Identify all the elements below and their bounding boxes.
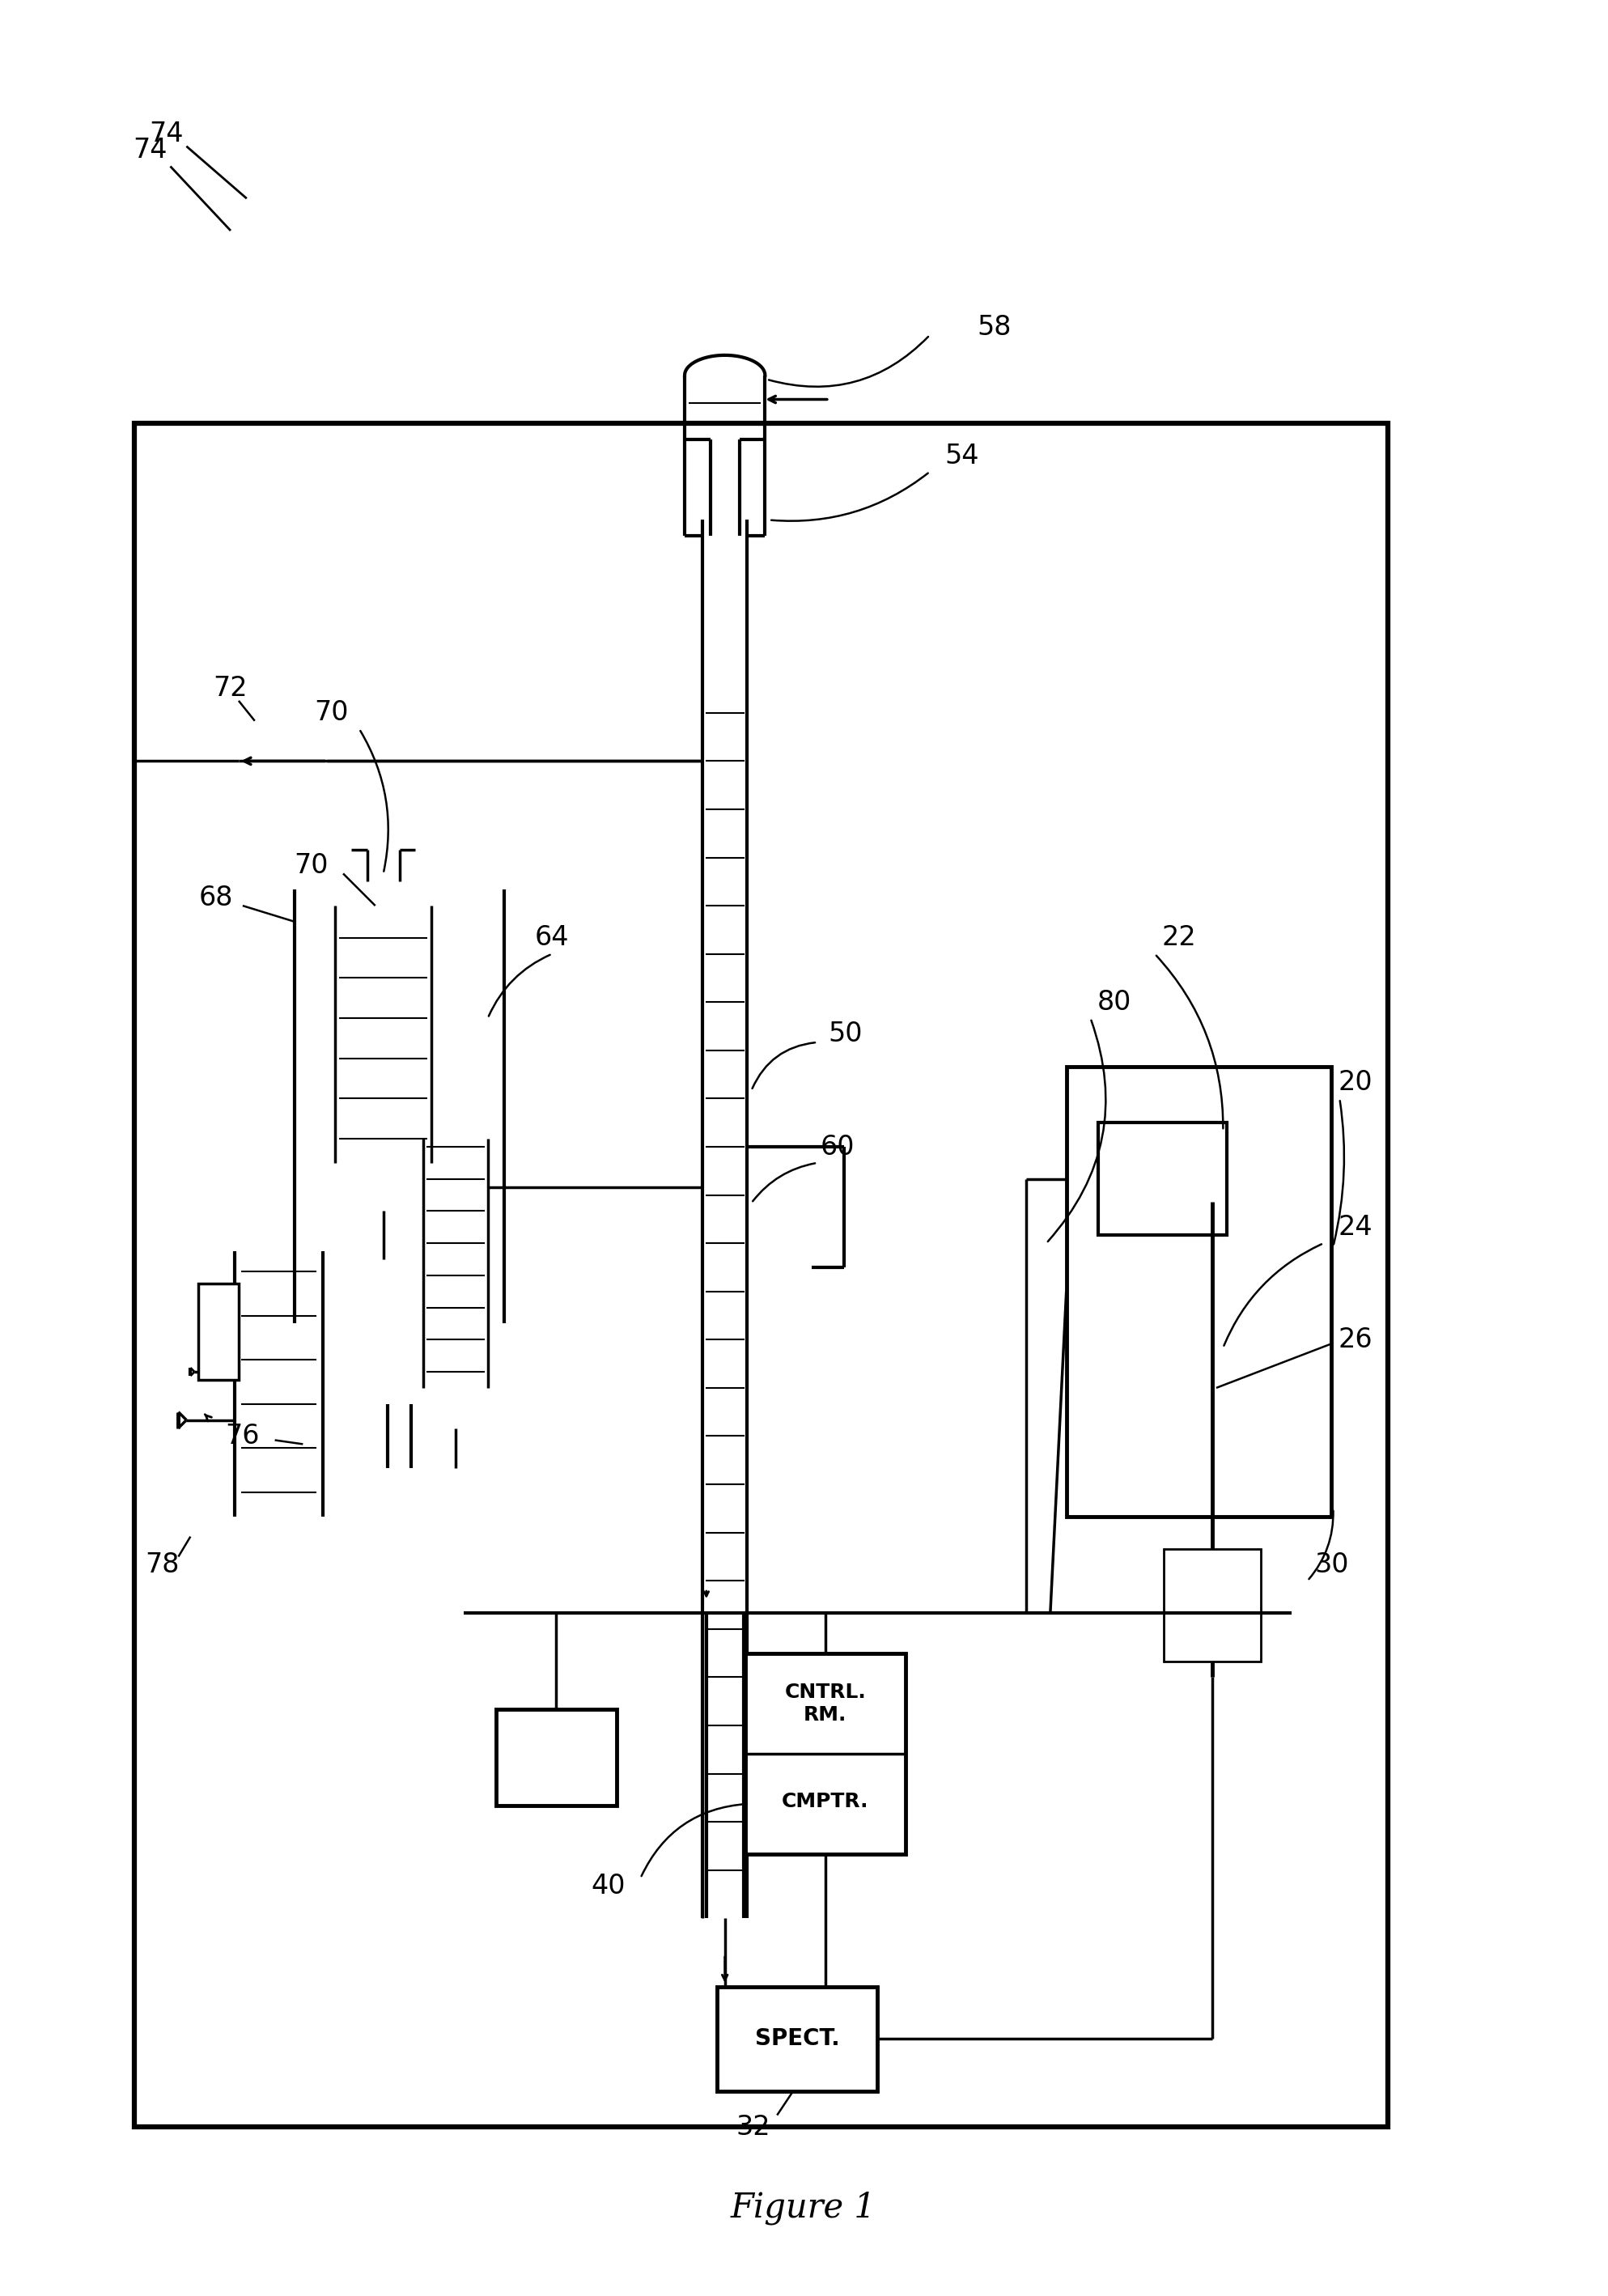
- Text: 30: 30: [1314, 1552, 1349, 1577]
- Text: 50: 50: [828, 1022, 862, 1047]
- Text: 24: 24: [1338, 1215, 1373, 1240]
- Bar: [133, 422, 1388, 2128]
- Text: 58: 58: [978, 315, 1011, 340]
- Text: 80: 80: [1097, 990, 1132, 1015]
- Text: 70: 70: [314, 700, 349, 726]
- Text: SPECT.: SPECT.: [754, 2027, 839, 2050]
- Text: 68: 68: [199, 884, 233, 912]
- Text: 60: 60: [820, 1134, 854, 1159]
- Text: 26: 26: [1338, 1327, 1373, 1352]
- Bar: [1066, 1065, 1331, 1515]
- Text: 78: 78: [145, 1552, 180, 1577]
- Text: CNTRL.
RM.: CNTRL. RM.: [785, 1683, 867, 1724]
- Bar: [1098, 1123, 1227, 1235]
- Text: 76: 76: [225, 1424, 260, 1449]
- Text: 74: 74: [133, 138, 167, 163]
- Text: 64: 64: [535, 925, 569, 951]
- Text: 74: 74: [150, 122, 183, 147]
- Text: Figure 1: Figure 1: [730, 2190, 876, 2225]
- Bar: [745, 1653, 905, 1853]
- Bar: [1164, 1548, 1261, 1660]
- Text: 70: 70: [294, 852, 328, 879]
- Bar: [198, 1283, 238, 1380]
- Bar: [717, 1986, 878, 2092]
- Text: 32: 32: [736, 2115, 770, 2140]
- Text: 54: 54: [946, 443, 979, 468]
- Bar: [495, 1708, 616, 1805]
- Text: 20: 20: [1338, 1070, 1373, 1095]
- Text: 40: 40: [592, 1874, 626, 1899]
- Text: 22: 22: [1161, 925, 1196, 951]
- Text: 72: 72: [214, 675, 248, 703]
- Text: CMPTR.: CMPTR.: [781, 1793, 868, 1812]
